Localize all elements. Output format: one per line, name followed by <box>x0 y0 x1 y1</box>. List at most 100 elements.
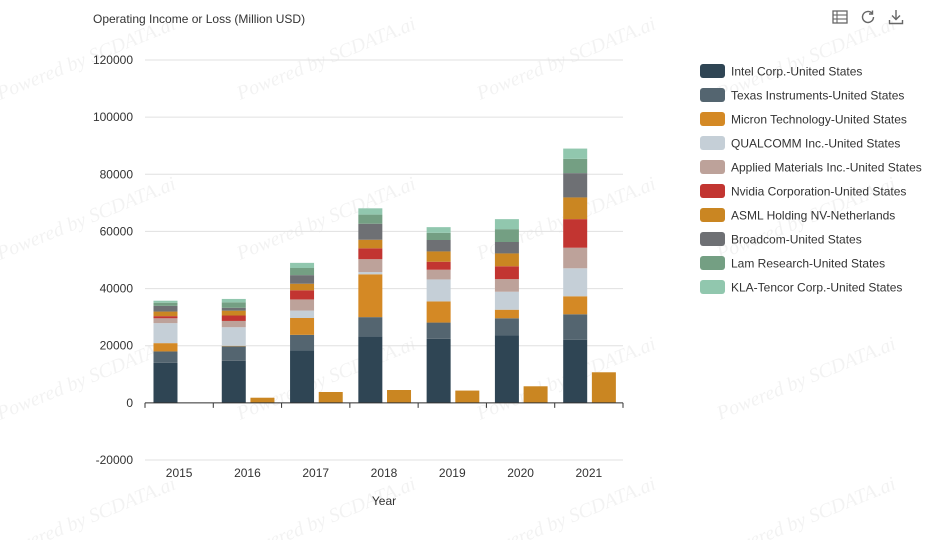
bar-segment[interactable] <box>358 224 382 240</box>
bar-segment[interactable] <box>495 242 519 253</box>
bar-segment[interactable] <box>563 219 587 248</box>
bar-segment[interactable] <box>524 386 548 403</box>
bar-segment[interactable] <box>427 262 451 270</box>
bar-segment[interactable] <box>250 398 274 403</box>
legend-swatch <box>700 184 725 198</box>
bar-segment[interactable] <box>358 215 382 224</box>
bar-segment[interactable] <box>290 351 314 403</box>
bar-segment[interactable] <box>222 299 246 302</box>
bar-segment[interactable] <box>563 340 587 403</box>
bar-segment[interactable] <box>290 318 314 335</box>
download-button[interactable] <box>885 6 907 28</box>
bar-segment[interactable] <box>495 253 519 266</box>
bar-segment[interactable] <box>427 240 451 251</box>
bar-segment[interactable] <box>387 390 411 403</box>
bar-segment[interactable] <box>153 301 177 303</box>
watermark-text: Powered by SCDATA.ai <box>0 333 179 425</box>
bar-segment[interactable] <box>290 284 314 291</box>
bar-segment[interactable] <box>290 335 314 351</box>
bar-segment[interactable] <box>427 323 451 339</box>
bar-segment[interactable] <box>495 335 519 403</box>
bar-segment[interactable] <box>495 229 519 242</box>
bar-segment[interactable] <box>563 159 587 173</box>
bar-segment[interactable] <box>222 346 246 361</box>
data-view-icon <box>831 8 849 26</box>
bar-segment[interactable] <box>563 149 587 159</box>
bar-segment[interactable] <box>153 363 177 403</box>
bar-segment[interactable] <box>222 302 246 307</box>
legend-item[interactable]: QUALCOMM Inc.-United States <box>700 136 900 151</box>
bar-segment[interactable] <box>358 272 382 274</box>
bar-segment[interactable] <box>427 301 451 322</box>
bar-segment[interactable] <box>563 268 587 296</box>
legend-label: Lam Research-United States <box>731 257 885 271</box>
bar-segment[interactable] <box>358 274 382 317</box>
bar-segment[interactable] <box>563 296 587 314</box>
bar-segment[interactable] <box>222 361 246 403</box>
x-tick-label: 2019 <box>439 466 466 480</box>
bar-segment[interactable] <box>153 312 177 317</box>
bar-segment[interactable] <box>427 227 451 233</box>
bar-segment[interactable] <box>319 392 343 403</box>
legend-item[interactable]: ASML Holding NV-Netherlands <box>700 208 895 223</box>
x-tick-label: 2015 <box>166 466 193 480</box>
bar-segment[interactable] <box>153 351 177 362</box>
bar-segment[interactable] <box>290 311 314 318</box>
bar-segment[interactable] <box>222 321 246 327</box>
watermark-text: Powered by SCDATA.ai <box>0 473 179 540</box>
x-tick-label: 2021 <box>576 466 603 480</box>
bar-segment[interactable] <box>495 219 519 229</box>
bar-segment[interactable] <box>563 173 587 197</box>
bar-segment[interactable] <box>495 279 519 292</box>
bar-segment[interactable] <box>495 318 519 335</box>
bar-segment[interactable] <box>592 372 616 403</box>
bar-segment[interactable] <box>455 391 479 403</box>
bar-segment[interactable] <box>153 303 177 306</box>
bar-segment[interactable] <box>427 339 451 403</box>
bar-segment[interactable] <box>427 270 451 280</box>
bar-segment[interactable] <box>358 208 382 214</box>
legend-item[interactable]: Broadcom-United States <box>700 232 862 247</box>
bar-segment[interactable] <box>290 275 314 284</box>
legend-label: Micron Technology-United States <box>731 113 907 127</box>
bar-segment[interactable] <box>222 316 246 321</box>
legend-item[interactable]: Texas Instruments-United States <box>700 88 904 103</box>
bar-segment[interactable] <box>358 248 382 259</box>
legend-label: Broadcom-United States <box>731 233 862 247</box>
bar-segment[interactable] <box>153 316 177 318</box>
restore-button[interactable] <box>857 6 879 28</box>
bar-segment[interactable] <box>427 233 451 240</box>
bar-segment[interactable] <box>495 310 519 319</box>
watermark-text: Powered by SCDATA.ai <box>0 173 179 265</box>
bar-segment[interactable] <box>563 197 587 219</box>
bar-segment[interactable] <box>222 327 246 346</box>
bar-segment[interactable] <box>358 240 382 249</box>
data-view-button[interactable] <box>829 6 851 28</box>
bar-segment[interactable] <box>222 308 246 311</box>
bar-segment[interactable] <box>563 314 587 339</box>
bar-segment[interactable] <box>222 311 246 316</box>
bar-segment[interactable] <box>290 263 314 268</box>
bar-segment[interactable] <box>290 299 314 310</box>
bar-segment[interactable] <box>153 306 177 312</box>
bar-segment[interactable] <box>358 317 382 336</box>
bar-segment[interactable] <box>153 323 177 343</box>
bar-segment[interactable] <box>427 251 451 261</box>
bar-segment[interactable] <box>358 336 382 403</box>
bar-segment[interactable] <box>495 292 519 310</box>
bar-segment[interactable] <box>563 248 587 269</box>
legend-item[interactable]: Applied Materials Inc.-United States <box>700 160 922 175</box>
legend-item[interactable]: Nvidia Corporation-United States <box>700 184 906 199</box>
bar-segment[interactable] <box>153 343 177 351</box>
legend-item[interactable]: Intel Corp.-United States <box>700 64 862 79</box>
bar-segment[interactable] <box>290 268 314 275</box>
bar-segment[interactable] <box>495 266 519 279</box>
bar-segment[interactable] <box>358 259 382 272</box>
legend-item[interactable]: KLA-Tencor Corp.-United States <box>700 280 902 295</box>
bar-segment[interactable] <box>427 279 451 301</box>
legend-item[interactable]: Micron Technology-United States <box>700 112 907 127</box>
bar-segment[interactable] <box>153 318 177 323</box>
y-tick-label: 120000 <box>93 53 133 67</box>
bar-segment[interactable] <box>290 290 314 299</box>
